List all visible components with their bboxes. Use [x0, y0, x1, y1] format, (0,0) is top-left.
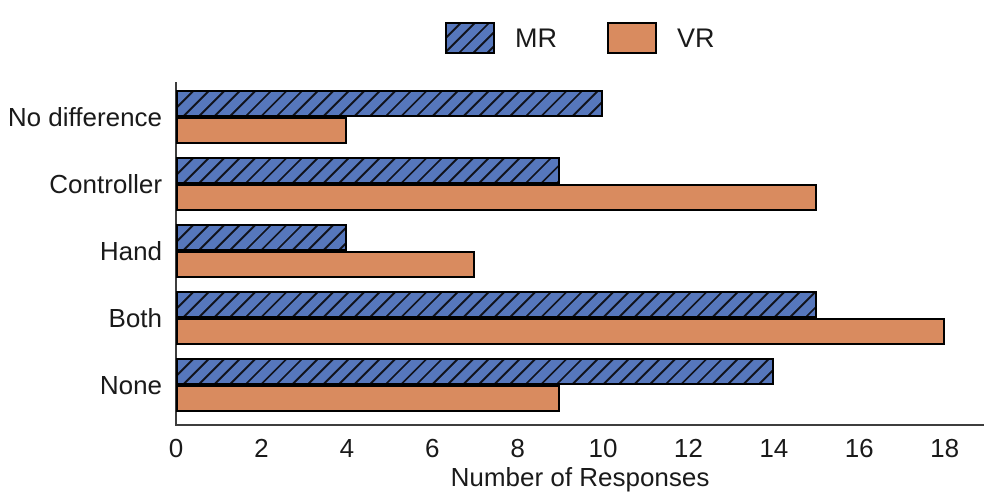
- bar-mr-controller: [176, 157, 560, 184]
- category-label-controller: Controller: [49, 169, 162, 199]
- x-tick-label-14: 14: [759, 433, 789, 463]
- x-tick-label-12: 12: [673, 433, 703, 463]
- x-tick-label-18: 18: [930, 433, 960, 463]
- x-tick-label-16: 16: [844, 433, 874, 463]
- category-label-none: None: [99, 370, 162, 400]
- legend-swatch-mr-icon: [445, 22, 495, 54]
- x-tick-label-6: 6: [424, 433, 440, 463]
- x-tick-label-2: 2: [254, 433, 269, 463]
- x-tick-label-10: 10: [588, 433, 618, 463]
- bar-vr-both: [176, 318, 945, 345]
- x-axis-line: [175, 424, 984, 426]
- bar-mr-no-difference: [176, 90, 603, 117]
- category-label-no-difference: No difference: [7, 102, 162, 132]
- x-tick-label-8: 8: [510, 433, 525, 463]
- bar-vr-controller: [176, 184, 817, 211]
- x-tick-label-4: 4: [339, 433, 355, 463]
- legend-swatch-vr-icon: [607, 22, 657, 54]
- category-label-hand: Hand: [99, 236, 162, 266]
- legend-label-mr: MR: [515, 23, 557, 53]
- bar-vr-no-difference: [176, 117, 347, 144]
- bar-mr-none: [176, 358, 774, 385]
- x-axis-label: Number of Responses: [450, 462, 710, 492]
- legend: MR VR: [445, 22, 715, 54]
- bar-mr-both: [176, 291, 817, 318]
- bar-mr-hand: [176, 224, 347, 251]
- bar-vr-hand: [176, 251, 475, 278]
- category-label-both: Both: [108, 303, 163, 333]
- legend-label-vr: VR: [677, 23, 715, 53]
- bar-vr-none: [176, 385, 560, 412]
- x-tick-label-0: 0: [168, 433, 184, 463]
